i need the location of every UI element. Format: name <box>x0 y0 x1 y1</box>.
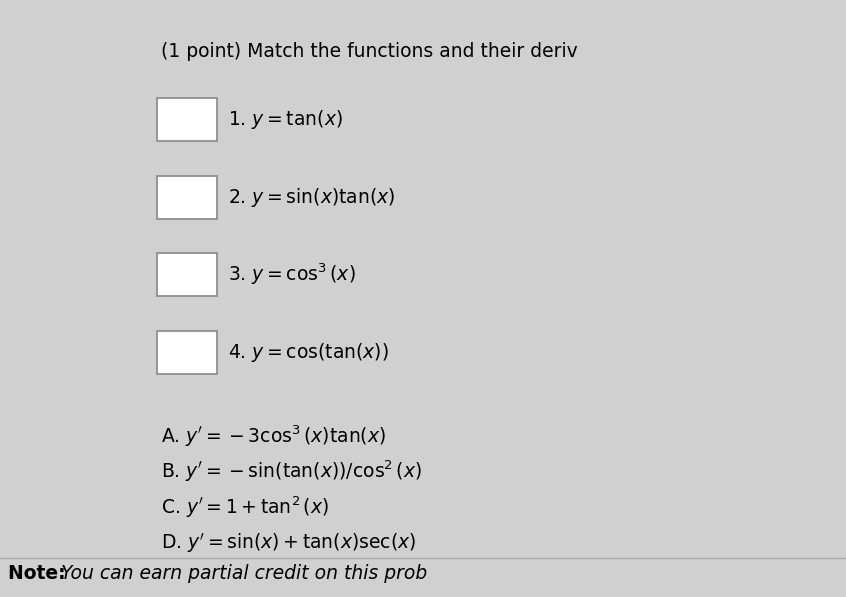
Text: (1 point) Match the functions and their deriv: (1 point) Match the functions and their … <box>161 42 578 61</box>
Text: Note:: Note: <box>8 564 73 583</box>
Text: 3. $y = \cos^3(x)$: 3. $y = \cos^3(x)$ <box>228 262 356 287</box>
Text: 2. $y = \sin(x)\tan(x)$: 2. $y = \sin(x)\tan(x)$ <box>228 186 396 208</box>
Text: 4. $y = \cos(\tan(x))$: 4. $y = \cos(\tan(x))$ <box>228 341 389 364</box>
Text: 1. $y = \tan(x)$: 1. $y = \tan(x)$ <box>228 108 343 131</box>
FancyBboxPatch shape <box>157 176 217 219</box>
Text: D. $y' = \sin(x) + \tan(x)\sec(x)$: D. $y' = \sin(x) + \tan(x)\sec(x)$ <box>161 531 416 555</box>
FancyBboxPatch shape <box>157 98 217 141</box>
Text: C. $y' = 1 + \tan^2(x)$: C. $y' = 1 + \tan^2(x)$ <box>161 495 329 520</box>
FancyBboxPatch shape <box>157 331 217 374</box>
Text: A. $y' = -3\cos^3(x)\tan(x)$: A. $y' = -3\cos^3(x)\tan(x)$ <box>161 423 386 448</box>
Text: You can earn partial credit on this prob: You can earn partial credit on this prob <box>61 564 427 583</box>
Text: B. $y' = -\sin(\tan(x))/\cos^2(x)$: B. $y' = -\sin(\tan(x))/\cos^2(x)$ <box>161 459 421 484</box>
FancyBboxPatch shape <box>157 253 217 296</box>
